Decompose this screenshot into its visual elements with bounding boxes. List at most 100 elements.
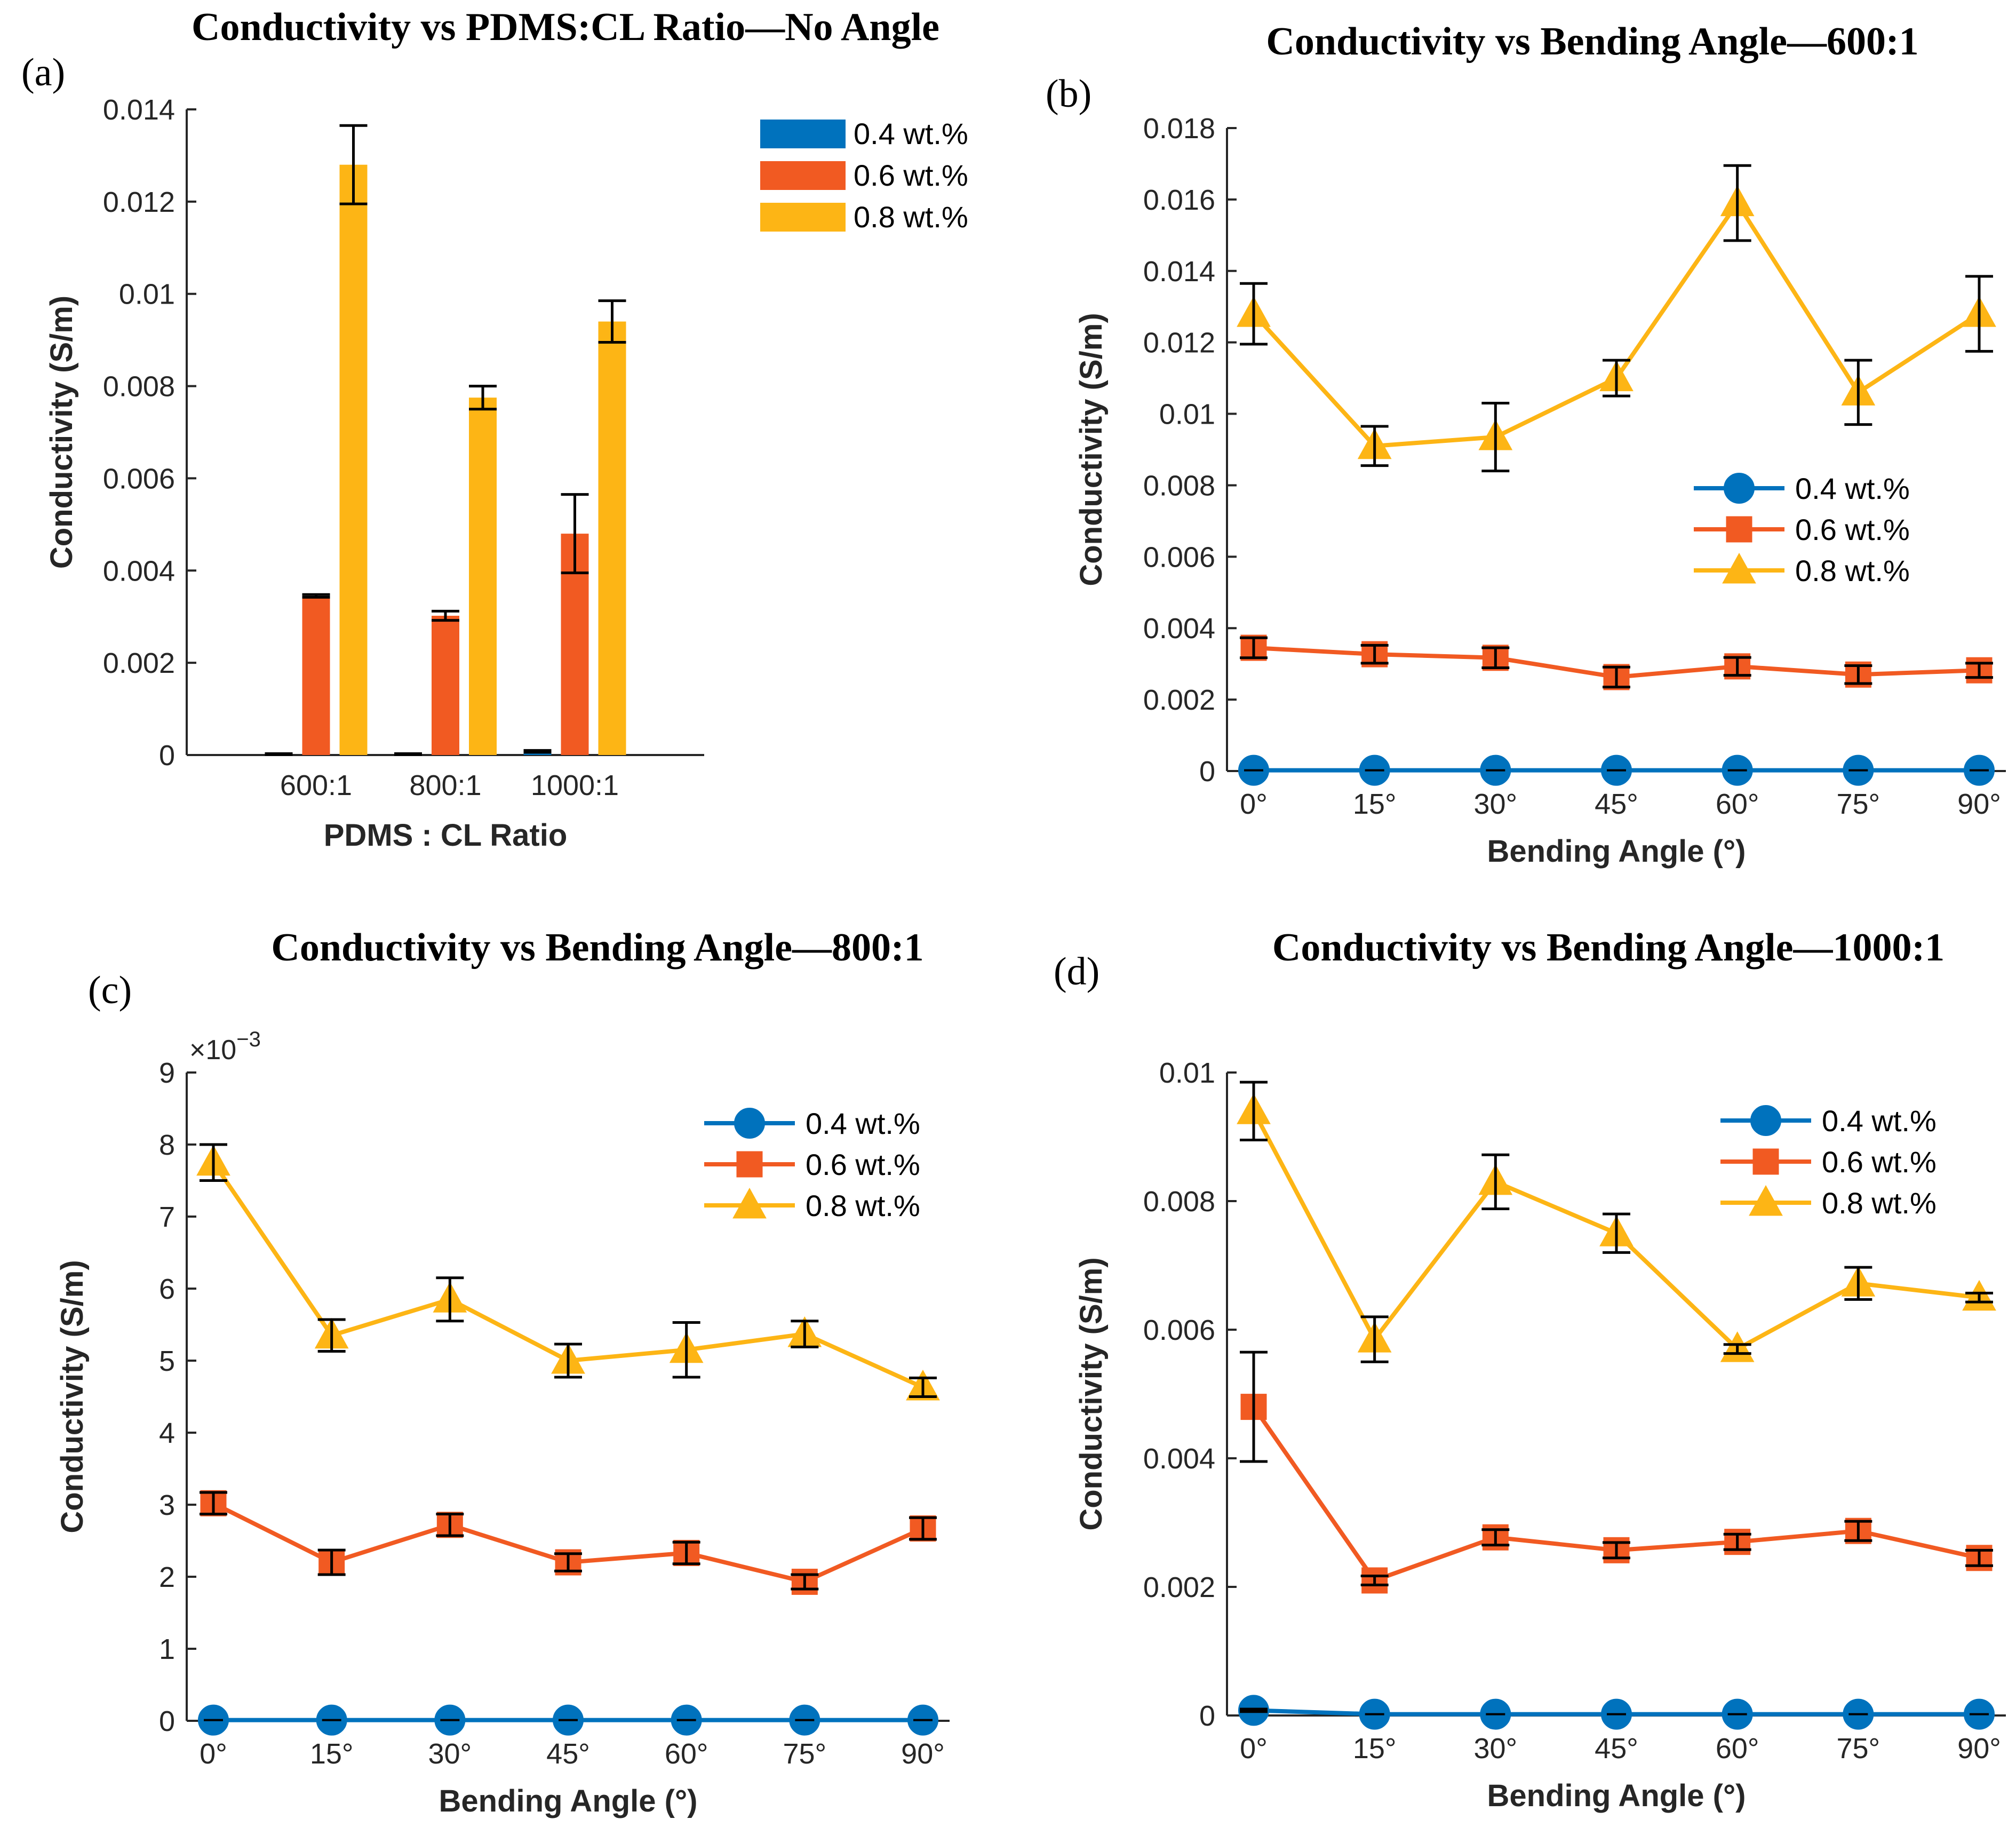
- legend-label: 0.6 wt.%: [1822, 1145, 1937, 1179]
- y-tick-label: 0.008: [103, 371, 175, 403]
- panel-b-label: (b): [1046, 72, 1091, 116]
- x-tick-label: 90°: [1957, 1733, 2001, 1765]
- legend-swatch: [760, 120, 846, 148]
- legend-label: 0.8 wt.%: [854, 200, 968, 234]
- y-tick-label: 0.002: [103, 647, 175, 679]
- y-tick-label: 0.012: [1143, 327, 1215, 359]
- chart-a: 0 0.002 0.004 0.006 0.008 0.01 0.012 0.014 PDMS …: [44, 94, 968, 853]
- legend-marker: [732, 1187, 767, 1219]
- y-tick-label: 0: [159, 1705, 175, 1737]
- bar: [432, 615, 459, 755]
- legend-marker: [1724, 473, 1755, 504]
- x-axis-label: Bending Angle (°): [1487, 834, 1746, 869]
- x-tick-label: 30°: [1473, 788, 1517, 820]
- x-tick-label: 15°: [1353, 1733, 1397, 1765]
- x-tick-label: 45°: [1595, 1733, 1638, 1765]
- y-tick-label: 0: [1199, 1700, 1215, 1732]
- panel-b-title: Conductivity vs Bending Angle—600:1: [1266, 20, 1918, 63]
- y-tick-label: 0.008: [1143, 470, 1215, 502]
- legend-marker: [1752, 1148, 1779, 1175]
- legend-marker: [1726, 516, 1752, 543]
- y-tick-label: 0: [159, 740, 175, 772]
- legend-marker: [736, 1151, 763, 1178]
- x-tick-label: 0°: [1240, 1733, 1268, 1765]
- y-tick-label: 2: [159, 1561, 175, 1593]
- legend-label: 0.8 wt.%: [1795, 554, 1910, 587]
- chart-c: 0 1 2 3 4 5 6 7 8 9 Bending Angle (°) Conductivity …: [55, 1028, 950, 1818]
- y-tick-label: 0.016: [1143, 184, 1215, 216]
- bar: [339, 164, 368, 755]
- y-tick-label: 1: [159, 1633, 175, 1665]
- x-tick-label: 60°: [1716, 1733, 1759, 1765]
- x-tick-label: 1000:1: [531, 769, 619, 801]
- y-tick-label: 0.002: [1143, 1571, 1215, 1603]
- x-tick-label: 90°: [1957, 788, 2001, 820]
- y-tick-label: 3: [159, 1489, 175, 1521]
- y-tick-label: 0.014: [1143, 256, 1215, 288]
- y-tick-label: 0.004: [1143, 613, 1215, 645]
- y-tick-label: 0.004: [1143, 1443, 1215, 1475]
- legend-label: 0.6 wt.%: [1795, 513, 1910, 546]
- y-axis-label: Conductivity (S/m): [1074, 313, 1109, 586]
- y-axis-label: Conductivity (S/m): [55, 1260, 90, 1533]
- y-tick-label: 0.014: [103, 94, 175, 126]
- legend-swatch: [760, 161, 846, 190]
- series-line: [1252, 199, 1981, 448]
- legend-marker: [1749, 1185, 1783, 1216]
- legend-label: 0.6 wt.%: [806, 1148, 920, 1181]
- legend-marker: [1722, 552, 1756, 584]
- y-tick-label: 0: [1199, 756, 1215, 788]
- x-tick-label: 0°: [1240, 788, 1268, 820]
- exponent-power: −3: [236, 1028, 261, 1051]
- legend-label: 0.4 wt.%: [854, 117, 968, 150]
- x-tick-label: 60°: [665, 1738, 708, 1770]
- legend-swatch: [760, 203, 846, 232]
- x-tick-label: 75°: [783, 1738, 826, 1770]
- x-tick-label: 600:1: [280, 769, 352, 801]
- y-tick-label: 0.002: [1143, 684, 1215, 716]
- panel-c-label: (c): [88, 968, 132, 1012]
- x-tick-label: 60°: [1716, 788, 1759, 820]
- panel-a-title: Conductivity vs PDMS:CL Ratio—No Angle: [192, 5, 939, 49]
- y-tick-label: 0.004: [103, 555, 175, 587]
- legend-label: 0.4 wt.%: [1795, 472, 1910, 505]
- legend-label: 0.4 wt.%: [806, 1107, 920, 1140]
- bar: [469, 398, 497, 755]
- y-tick-label: 0.006: [1143, 1314, 1215, 1346]
- panel-d-title: Conductivity vs Bending Angle—1000:1: [1272, 926, 1945, 970]
- x-tick-label: 15°: [310, 1738, 354, 1770]
- x-axis-label: Bending Angle (°): [439, 1784, 698, 1818]
- y-tick-label: 9: [159, 1057, 175, 1089]
- chart-b: 0 0.002 0.004 0.006 0.008 0.01 0.012 0.014 0.016…: [1074, 113, 2006, 869]
- exponent-base: ×10: [189, 1035, 236, 1066]
- axis-exponent: ×10−3: [189, 1028, 261, 1066]
- y-tick-label: 0.01: [1159, 399, 1215, 431]
- x-tick-label: 15°: [1353, 788, 1397, 820]
- legend-label: 0.8 wt.%: [806, 1189, 920, 1222]
- y-tick-label: 7: [159, 1201, 175, 1233]
- y-tick-label: 0.006: [103, 463, 175, 495]
- y-tick-label: 4: [159, 1417, 175, 1449]
- x-tick-label: 800:1: [409, 769, 481, 801]
- bar: [302, 595, 330, 755]
- panel-c-title: Conductivity vs Bending Angle—800:1: [271, 926, 923, 970]
- y-tick-label: 0.006: [1143, 541, 1215, 573]
- y-axis-label: Conductivity (S/m): [44, 296, 79, 569]
- legend-label: 0.4 wt.%: [1822, 1104, 1937, 1138]
- x-tick-label: 30°: [428, 1738, 472, 1770]
- x-tick-label: 75°: [1836, 788, 1880, 820]
- x-tick-label: 30°: [1473, 1733, 1517, 1765]
- bar: [598, 321, 626, 755]
- y-tick-label: 0.008: [1143, 1186, 1215, 1218]
- x-tick-label: 0°: [200, 1738, 227, 1770]
- x-tick-label: 75°: [1836, 1733, 1880, 1765]
- legend-marker: [1750, 1105, 1781, 1136]
- x-tick-label: 90°: [901, 1738, 945, 1770]
- y-tick-label: 0.018: [1143, 113, 1215, 145]
- x-axis-label: Bending Angle (°): [1487, 1778, 1746, 1813]
- y-tick-label: 8: [159, 1129, 175, 1161]
- x-tick-label: 45°: [546, 1738, 590, 1770]
- legend-marker: [734, 1108, 765, 1139]
- legend-label: 0.8 wt.%: [1822, 1186, 1937, 1220]
